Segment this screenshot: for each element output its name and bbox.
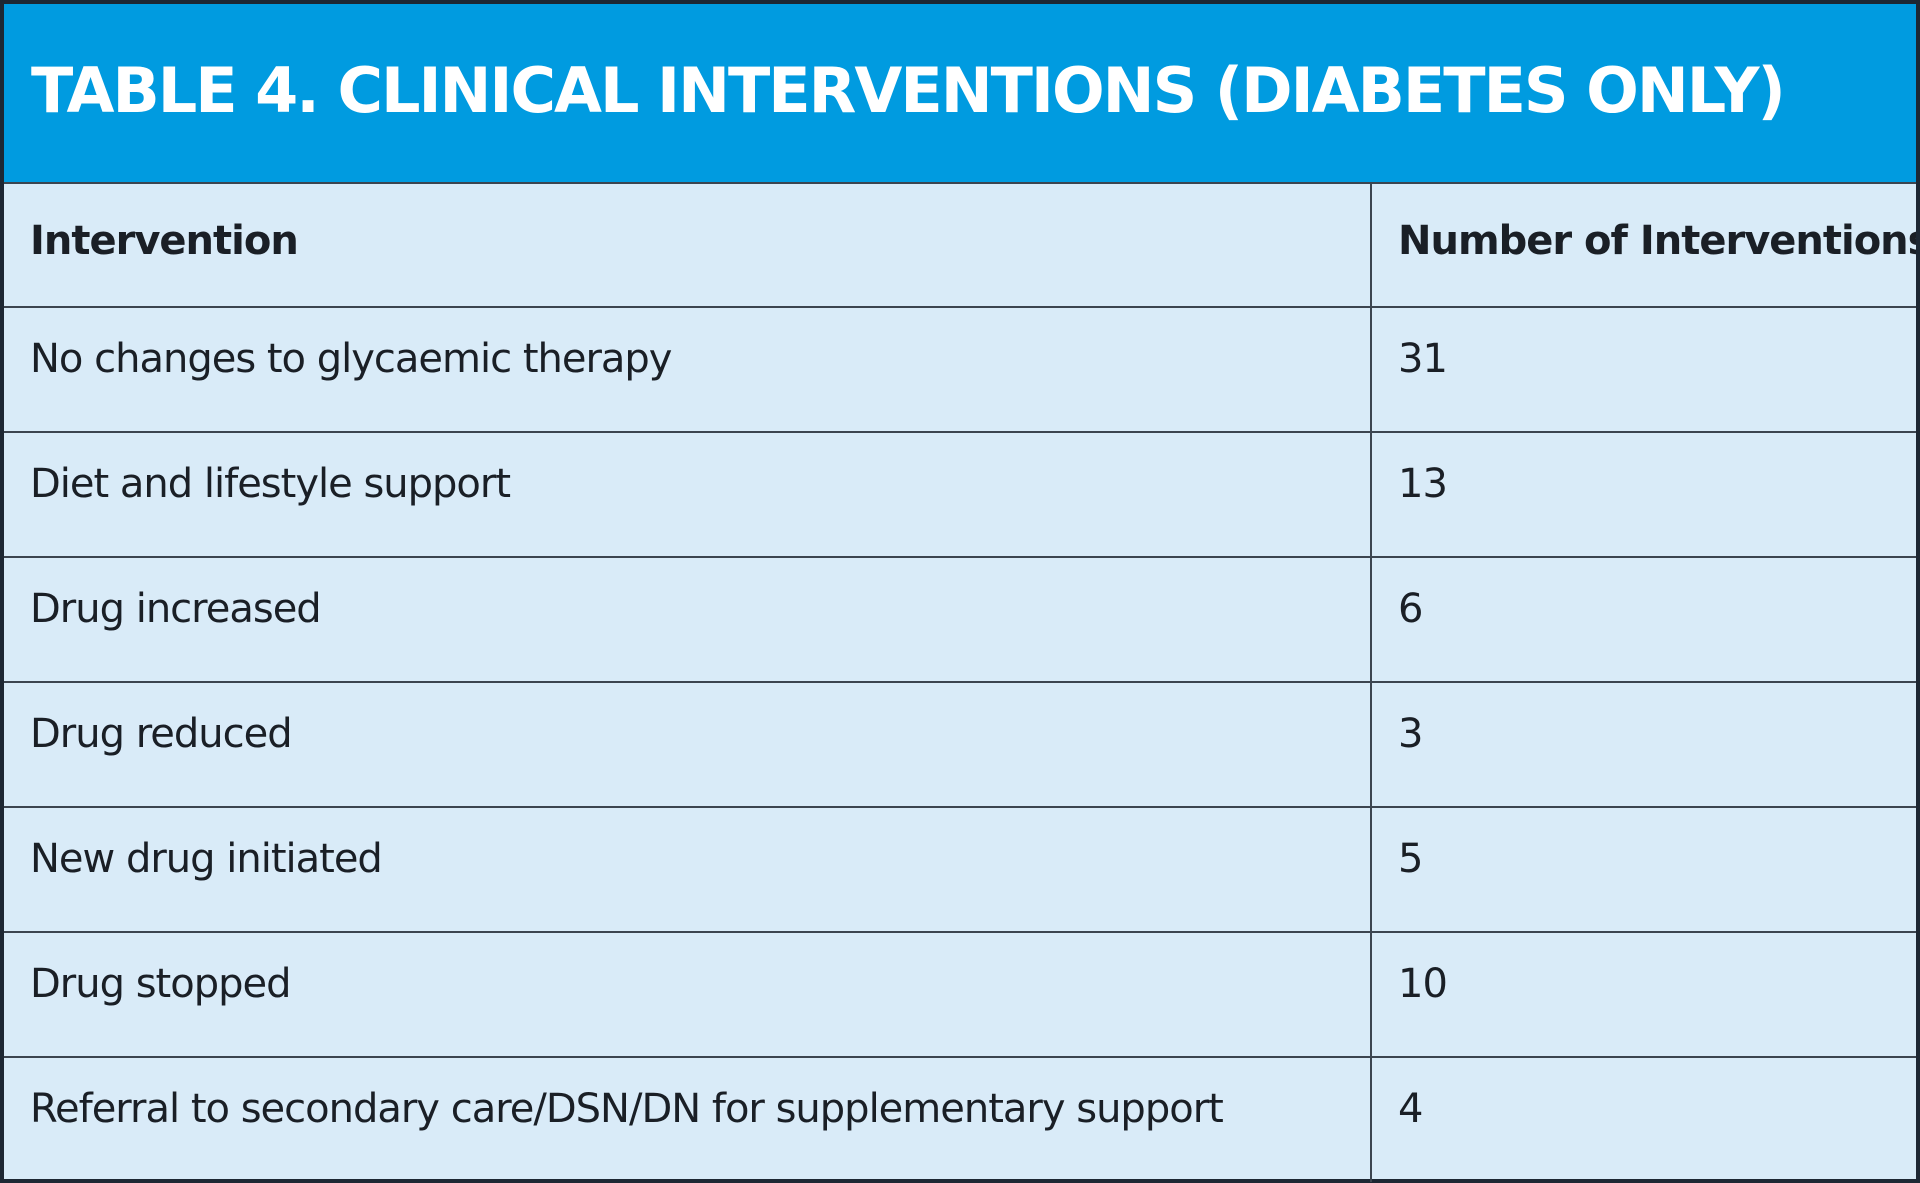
column-header-number: Number of Interventions: [1371, 184, 1916, 308]
count-cell: 3: [1371, 682, 1916, 808]
count-cell: 6: [1371, 557, 1916, 683]
header-row: Intervention Number of Interventions: [4, 184, 1916, 308]
table-row: Drug stopped 10: [4, 932, 1916, 1058]
table-row: New drug initiated 5: [4, 807, 1916, 933]
count-cell: 13: [1371, 432, 1916, 558]
table-row: Drug reduced 3: [4, 682, 1916, 808]
data-table: Intervention Number of Interventions No …: [4, 184, 1916, 1182]
intervention-cell: Diet and lifestyle support: [4, 432, 1372, 558]
intervention-cell: Drug reduced: [4, 682, 1372, 808]
table-row: Referral to secondary care/DSN/DN for su…: [4, 1057, 1916, 1182]
intervention-cell: Drug stopped: [4, 932, 1372, 1058]
intervention-cell: New drug initiated: [4, 807, 1372, 933]
intervention-cell: Referral to secondary care/DSN/DN for su…: [4, 1057, 1372, 1182]
count-cell: 31: [1371, 307, 1916, 433]
count-cell: 4: [1398, 1086, 1423, 1132]
column-header-intervention: Intervention: [4, 184, 1372, 308]
table-row: Diet and lifestyle support 13: [4, 432, 1916, 558]
intervention-cell: Drug increased: [4, 557, 1372, 683]
count-cell: 5: [1371, 807, 1916, 933]
table-row: Drug increased 6: [4, 557, 1916, 683]
table-title-bar: TABLE 4. CLINICAL INTERVENTIONS (DIABETE…: [4, 4, 1916, 184]
intervention-cell: No changes to glycaemic therapy: [4, 307, 1372, 433]
count-cell: 10: [1371, 932, 1916, 1058]
table-row: No changes to glycaemic therapy 31: [4, 307, 1916, 433]
table-title: TABLE 4. CLINICAL INTERVENTIONS (DIABETE…: [31, 54, 1786, 127]
